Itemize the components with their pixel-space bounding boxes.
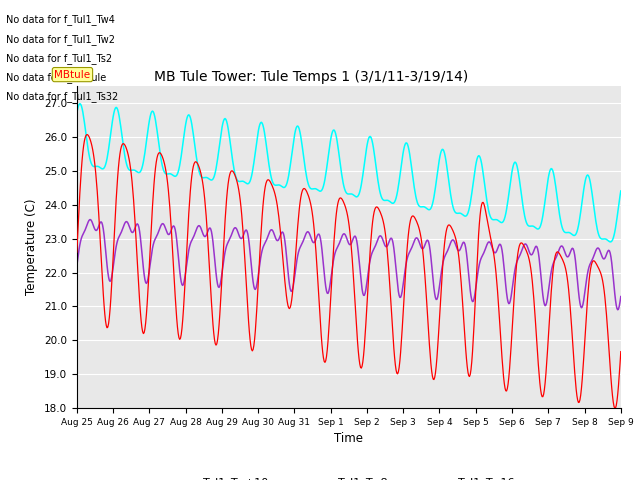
Text: No data for f_Tul1_Tw4: No data for f_Tul1_Tw4 (6, 14, 115, 25)
Text: No data for f_MBtule: No data for f_MBtule (6, 72, 107, 83)
Y-axis label: Temperature (C): Temperature (C) (26, 199, 38, 296)
Text: No data for f_Tul1_Ts2: No data for f_Tul1_Ts2 (6, 53, 113, 64)
Legend: Tul1_Tw+10cm, Tul1_Ts-8cm, Tul1_Ts-16cm: Tul1_Tw+10cm, Tul1_Ts-8cm, Tul1_Ts-16cm (161, 473, 536, 480)
Text: MB Tule Tower: Tule Temps 1 (3/1/11-3/19/14): MB Tule Tower: Tule Temps 1 (3/1/11-3/19… (154, 70, 468, 84)
Text: No data for f_Tul1_Tw2: No data for f_Tul1_Tw2 (6, 34, 115, 45)
Text: MBtule: MBtule (54, 70, 90, 80)
X-axis label: Time: Time (334, 432, 364, 445)
Text: No data for f_Tul1_Ts32: No data for f_Tul1_Ts32 (6, 91, 118, 102)
